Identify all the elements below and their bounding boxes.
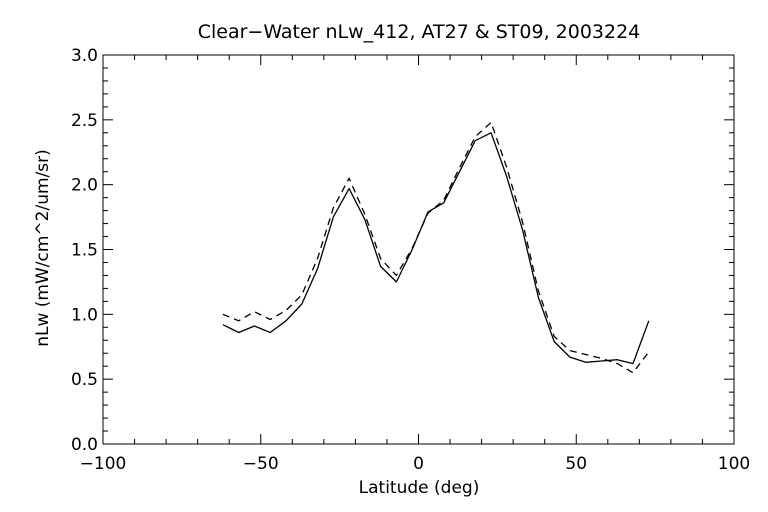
- y-tick-label: 1.0: [71, 305, 98, 325]
- y-axis-label: nLw (mW/cm^2/um/sr): [33, 149, 53, 347]
- y-tick-label: 0.0: [71, 435, 98, 455]
- x-tick-label: −100: [80, 454, 127, 474]
- y-tick-label: 2.0: [71, 176, 98, 196]
- y-tick-label: 3.0: [71, 46, 98, 66]
- x-tick-label: 0: [413, 454, 424, 474]
- y-tick-label: 1.5: [71, 241, 98, 261]
- chart-title: Clear−Water nLw_412, AT27 & ST09, 200322…: [198, 21, 641, 43]
- y-tick-label: 0.5: [71, 370, 98, 390]
- x-tick-label: 50: [565, 454, 587, 474]
- y-tick-label: 2.5: [71, 111, 98, 131]
- series-line-dashed: [222, 121, 650, 374]
- x-axis-label: Latitude (deg): [359, 478, 480, 498]
- x-tick-label: −50: [243, 454, 279, 474]
- ticks-layer: −100 −50 0 50 100 0.0 0.5 1.0 1.5 2.0 2.5 3.0: [71, 46, 750, 474]
- x-tick-label: 100: [718, 454, 750, 474]
- series-layer: [222, 121, 650, 374]
